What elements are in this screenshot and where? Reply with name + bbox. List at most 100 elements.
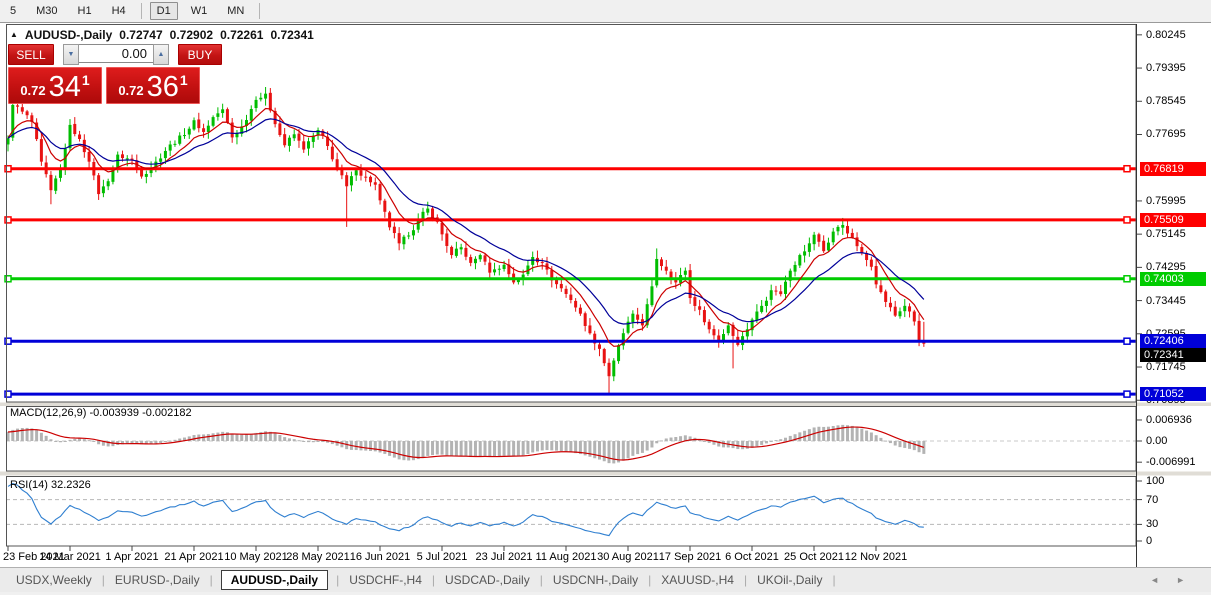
rsi-label: RSI(14) 32.2326 bbox=[10, 479, 91, 491]
price-tick-label: 0.73445 bbox=[1146, 294, 1186, 307]
price-badge-0.72406: 0.72406 bbox=[1140, 334, 1206, 349]
price-tick-label: 0.77695 bbox=[1146, 128, 1186, 141]
tab-separator: | bbox=[539, 573, 543, 587]
price-tick-label: 0.75995 bbox=[1146, 194, 1186, 207]
date-label: 30 Aug 2021 bbox=[597, 551, 659, 563]
tab-separator: | bbox=[743, 573, 748, 587]
price-badge-0.72341: 0.72341 bbox=[1140, 347, 1206, 362]
pane-separator[interactable] bbox=[0, 471, 1211, 476]
volume-decrease-button[interactable]: ▼ bbox=[63, 44, 79, 65]
ohlc-open: 0.72747 bbox=[119, 28, 163, 42]
tab-eurusd-daily[interactable]: EURUSD-,Daily bbox=[114, 573, 200, 587]
price-tick-label: 0.80245 bbox=[1146, 28, 1186, 41]
date-label: 5 Jul 2021 bbox=[416, 551, 468, 563]
price-badge-0.71052: 0.71052 bbox=[1140, 387, 1206, 402]
pane-separator[interactable] bbox=[0, 402, 1211, 407]
ma-slow-line bbox=[7, 118, 925, 325]
tab-usdcnh-daily[interactable]: USDCNH-,Daily bbox=[552, 573, 639, 587]
date-label: 14 Mar 2021 bbox=[39, 551, 101, 563]
tab-audusd-daily[interactable]: AUDUSD-,Daily bbox=[220, 570, 329, 590]
chart-window-background bbox=[0, 22, 1211, 591]
rsi-value: 32.2326 bbox=[50, 479, 91, 491]
price-badge-0.76819: 0.76819 bbox=[1140, 161, 1206, 176]
date-label: 17 Sep 2021 bbox=[658, 551, 722, 563]
date-label: 25 Oct 2021 bbox=[784, 551, 844, 563]
buy-price-main: 36 bbox=[146, 71, 179, 103]
date-label: 1 Apr 2021 bbox=[105, 551, 159, 563]
line-handle[interactable] bbox=[4, 275, 12, 283]
price-badge-0.74003: 0.74003 bbox=[1140, 271, 1206, 286]
tab-separator: | bbox=[431, 573, 436, 587]
tab-usdchf-h4[interactable]: USDCHF-,H4 bbox=[349, 573, 422, 587]
timeframe-button-w1[interactable]: W1 bbox=[190, 5, 208, 17]
price-tick-label: 0.75145 bbox=[1146, 228, 1186, 241]
line-handle[interactable] bbox=[1123, 390, 1131, 398]
tab-separator: | bbox=[832, 573, 836, 587]
chart-tab-bar: USDX,Weekly | EURUSD-,Daily | AUDUSD-,Daily |… bbox=[0, 567, 1211, 592]
toolbar-separator bbox=[259, 3, 261, 19]
line-handle[interactable] bbox=[1123, 164, 1131, 173]
tab-scroll-right-icon[interactable]: ► bbox=[1176, 575, 1185, 585]
date-label: 12 Nov 2021 bbox=[844, 551, 908, 563]
date-label: 23 Feb 2021 bbox=[3, 551, 65, 563]
tab-separator: | bbox=[648, 573, 652, 587]
timeframe-button-h1[interactable]: H1 bbox=[77, 5, 92, 17]
timeframe-button-d1[interactable]: D1 bbox=[149, 2, 178, 20]
line-handle[interactable] bbox=[1123, 275, 1131, 283]
ohlc-high: 0.72902 bbox=[169, 28, 214, 42]
tab-separator: | bbox=[336, 573, 340, 587]
rsi-pane-frame bbox=[6, 476, 1137, 547]
line-handle[interactable] bbox=[1123, 216, 1131, 224]
chart-title: ▲ AUDUSD-,Daily 0.72747 0.72902 0.72261 … bbox=[10, 28, 314, 42]
price-tick-label: 0.79395 bbox=[1146, 62, 1186, 75]
sell-button[interactable]: SELL bbox=[8, 44, 54, 65]
rsi-tick-label: 0 bbox=[1146, 535, 1153, 547]
date-axis[interactable]: 23 Feb 2021 14 Mar 2021 1 Apr 2021 21 Apr 2… bbox=[0, 548, 1136, 567]
timeframe-button-h4[interactable]: H4 bbox=[111, 5, 126, 17]
volume-input[interactable] bbox=[79, 44, 153, 63]
rsi-name: RSI(14) bbox=[10, 479, 48, 491]
line-handle[interactable] bbox=[4, 337, 12, 345]
date-label: 10 May 2021 bbox=[224, 551, 288, 563]
sell-price-prefix: 0.72 bbox=[20, 83, 46, 98]
volume-increase-button[interactable]: ▲ bbox=[153, 44, 169, 65]
buy-button[interactable]: BUY bbox=[178, 44, 222, 65]
macd-label: MACD(12,26,9) -0.003939 -0.002182 bbox=[10, 407, 192, 419]
date-label: 28 May 2021 bbox=[286, 551, 350, 563]
sell-price-main: 34 bbox=[48, 71, 81, 103]
sell-price-button[interactable]: 0.72 34 1 bbox=[8, 67, 102, 104]
ohlc-close: 0.72341 bbox=[270, 28, 314, 42]
sell-price-pipette: 1 bbox=[81, 72, 90, 88]
line-handle[interactable] bbox=[4, 164, 12, 173]
macd-tick-label: 0.006936 bbox=[1146, 413, 1192, 426]
ohlc-low: 0.72261 bbox=[220, 28, 264, 42]
timeframe-button-mn[interactable]: MN bbox=[227, 5, 245, 17]
buy-price-button[interactable]: 0.72 36 1 bbox=[106, 67, 200, 104]
price-tick-label: 0.74295 bbox=[1146, 261, 1186, 274]
tab-usdcad-daily[interactable]: USDCAD-,Daily bbox=[445, 573, 530, 587]
toolbar-separator bbox=[140, 3, 142, 19]
buy-price-pipette: 1 bbox=[179, 72, 188, 88]
tab-usdx-weekly[interactable]: USDX,Weekly bbox=[16, 573, 92, 587]
price-axis[interactable]: 0.80245 0.79395 0.78545 0.77695 0.75995 0.751… bbox=[1137, 22, 1211, 567]
tab-separator: | bbox=[209, 573, 213, 587]
macd-tick-label: 0.00 bbox=[1146, 435, 1168, 447]
tab-scroll-left-icon[interactable]: ◄ bbox=[1150, 575, 1159, 585]
timeframe-button-m30[interactable]: M30 bbox=[36, 5, 58, 17]
macd-name: MACD(12,26,9) bbox=[10, 407, 87, 419]
timeframe-button-5[interactable]: 5 bbox=[10, 5, 17, 17]
macd-signal-line bbox=[7, 426, 925, 461]
price-tick-label: 0.71745 bbox=[1146, 361, 1186, 374]
rsi-line bbox=[7, 482, 924, 537]
date-label: 11 Aug 2021 bbox=[535, 551, 597, 563]
line-handle[interactable] bbox=[4, 216, 12, 224]
tab-ukoil-daily[interactable]: UKOil-,Daily bbox=[757, 573, 823, 587]
tab-xauusd-h4[interactable]: XAUUSD-,H4 bbox=[661, 573, 734, 587]
timeframe-toolbar: 5 M30 H1 H4 D1 W1 MN bbox=[0, 0, 1211, 23]
rsi-tick-label: 70 bbox=[1146, 493, 1159, 506]
line-handle[interactable] bbox=[4, 390, 12, 398]
line-handle[interactable] bbox=[1123, 337, 1131, 345]
